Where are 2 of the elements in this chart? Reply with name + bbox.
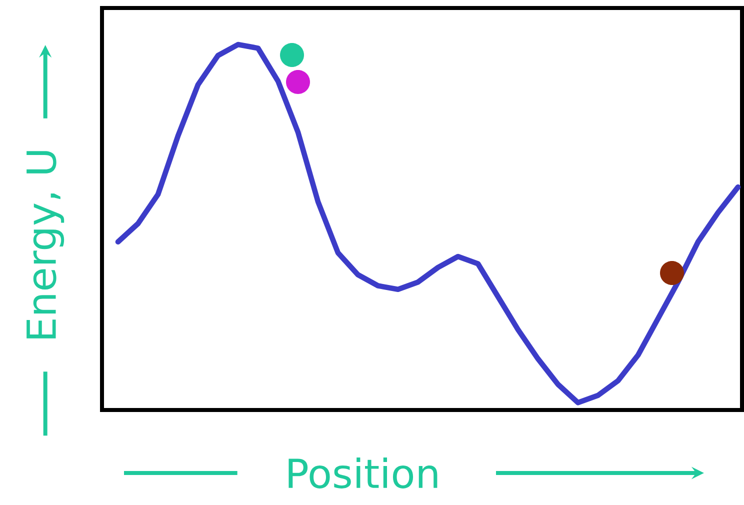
- x-axis-title: Position: [288, 458, 438, 488]
- y-axis-title: Energy, U: [26, 151, 64, 338]
